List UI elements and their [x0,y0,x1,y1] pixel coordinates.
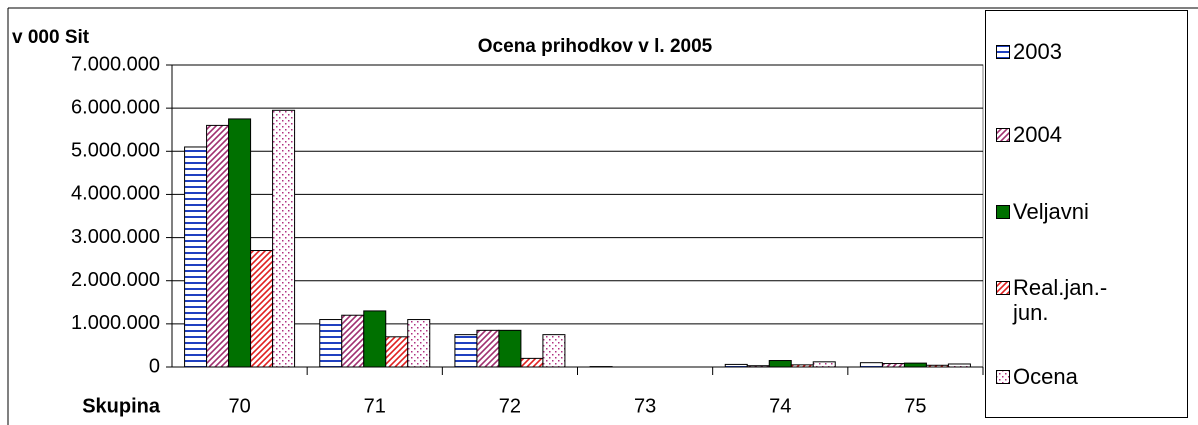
bar [498,329,522,368]
bar [363,310,387,368]
legend-swatch [996,45,1010,59]
x-tick-label: 72 [499,395,521,417]
bar [812,361,836,368]
y-tick-label: 7.000.000 [71,53,160,75]
bar [768,360,792,368]
x-tick-label: 71 [364,395,386,417]
y-tick-label: 5.000.000 [71,140,160,162]
bar [250,250,274,368]
x-tick-label: 70 [228,395,250,417]
bar [454,334,478,368]
legend-label: 2003 [1013,39,1062,64]
chart-title: Ocena prihodkov v l. 2005 [478,36,713,57]
bar [881,363,905,368]
bar [859,362,883,368]
x-tick-label: 75 [904,395,926,417]
legend-label: Ocena [1013,364,1078,389]
x-axis-label: Skupina [82,395,161,417]
y-tick-label: 4.000.000 [71,183,160,205]
bar [542,334,566,368]
y-tick-label: 6.000.000 [71,96,160,118]
legend: 2003 2004 Veljavni Real.jan.-jun. Ocena [985,10,1188,418]
legend-label: Veljavni [1013,199,1089,224]
y-tick-label: 1.000.000 [71,312,160,334]
legend-swatch [996,281,1010,295]
legend-swatch [996,128,1010,142]
x-tick-label: 73 [634,395,656,417]
bar [903,362,927,368]
bar [341,314,365,368]
x-tick-label: 74 [769,395,791,417]
legend-entry: Real.jan.-jun. [996,275,1125,325]
bar [272,109,296,368]
bar [476,329,500,368]
bar [206,124,230,368]
bar [407,319,431,368]
bar [228,118,252,368]
legend-swatch [996,370,1010,384]
bar [385,336,409,368]
legend-swatch [996,205,1010,219]
y-tick-label: 2.000.000 [71,269,160,291]
legend-entry: 2003 [996,39,1125,64]
legend-label: Real.jan.-jun. [1013,275,1108,325]
legend-entry: 2004 [996,122,1125,147]
bar [184,146,208,368]
bar [520,357,544,368]
legend-label: 2004 [1013,122,1062,147]
y-tick-label: 3.000.000 [71,226,160,248]
bar [319,319,343,368]
legend-entry: Veljavni [996,199,1125,224]
legend-entry: Ocena [996,364,1125,389]
y-tick-label: 0 [149,355,160,377]
y-axis-label: v 000 Sit [12,27,90,48]
